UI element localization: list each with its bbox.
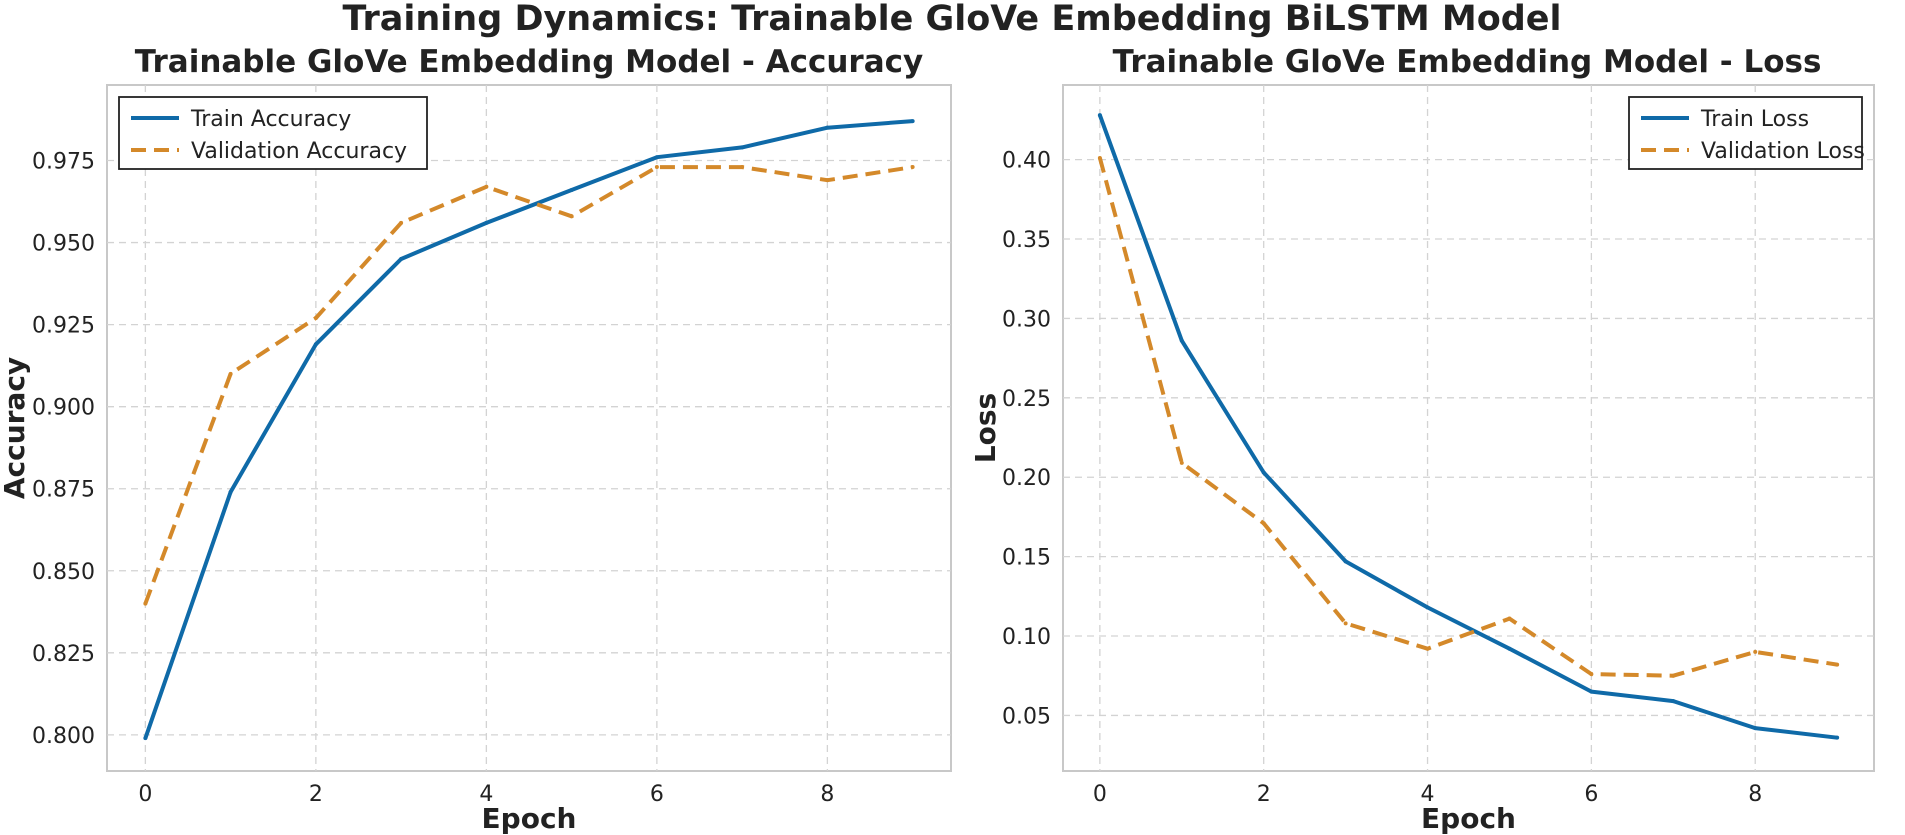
data-point xyxy=(825,178,830,183)
data-point xyxy=(1179,338,1184,343)
y-axis-label: Loss xyxy=(969,393,1002,463)
x-axis-label: Epoch xyxy=(1421,802,1516,835)
data-point xyxy=(1179,460,1184,465)
data-point xyxy=(569,188,574,193)
legend: Train Accuracy Validation Accuracy xyxy=(118,96,428,170)
y-tick-label: 0.20 xyxy=(1002,466,1051,491)
data-point xyxy=(569,214,574,219)
panel-title: Trainable GloVe Embedding Model - Loss xyxy=(1113,44,1822,80)
data-point xyxy=(143,601,148,606)
y-tick-label: 0.30 xyxy=(1002,307,1051,332)
data-point xyxy=(1343,621,1348,626)
x-tick-label: 6 xyxy=(1584,782,1598,807)
y-tick-label: 0.10 xyxy=(1002,625,1051,650)
y-tick-label: 0.25 xyxy=(1002,387,1051,412)
data-point xyxy=(1425,605,1430,610)
data-point xyxy=(654,165,659,170)
y-tick-label: 0.825 xyxy=(32,642,95,667)
data-point xyxy=(484,220,489,225)
data-point xyxy=(399,220,404,225)
x-tick-label: 0 xyxy=(1093,782,1107,807)
data-point xyxy=(1589,689,1594,694)
x-tick-label: 2 xyxy=(309,782,323,807)
legend-label: Train Accuracy xyxy=(190,107,351,132)
data-point xyxy=(825,125,830,130)
data-point xyxy=(1835,735,1840,740)
plot-area xyxy=(106,84,952,772)
data-point xyxy=(1097,113,1102,118)
data-point xyxy=(1343,559,1348,564)
x-tick-label: 6 xyxy=(650,782,664,807)
data-point xyxy=(1507,616,1512,621)
y-tick-label: 0.900 xyxy=(32,396,95,421)
x-tick-label: 0 xyxy=(138,782,152,807)
data-point xyxy=(143,736,148,741)
data-point xyxy=(1261,521,1266,526)
accuracy-panel: Trainable GloVe Embedding Model - Accura… xyxy=(0,44,952,835)
data-point xyxy=(654,155,659,160)
data-point xyxy=(1753,726,1758,731)
panel-title: Trainable GloVe Embedding Model - Accura… xyxy=(135,44,923,80)
y-tick-label: 0.05 xyxy=(1002,704,1051,729)
y-tick-label: 0.925 xyxy=(32,314,95,339)
legend: Train Loss Validation Loss xyxy=(1628,96,1865,170)
data-point xyxy=(1753,649,1758,654)
data-point xyxy=(1589,672,1594,677)
y-tick-label: 0.950 xyxy=(32,232,95,257)
series-line-train-accuracy xyxy=(143,119,913,739)
y-axis-label: Accuracy xyxy=(0,357,31,499)
data-point xyxy=(1261,470,1266,475)
legend-label: Validation Loss xyxy=(1701,139,1865,164)
x-tick-label: 8 xyxy=(1748,782,1762,807)
series-line-validation-accuracy xyxy=(143,165,913,605)
x-axis-label: Epoch xyxy=(482,802,577,835)
legend-box xyxy=(1628,96,1863,170)
x-tick-label: 2 xyxy=(1257,782,1271,807)
y-tick-label: 0.850 xyxy=(32,560,95,585)
data-point xyxy=(1097,156,1102,161)
y-tick-label: 0.35 xyxy=(1002,228,1051,253)
x-tick-label: 4 xyxy=(479,782,493,807)
y-tick-label: 0.40 xyxy=(1002,149,1051,174)
data-point xyxy=(1671,699,1676,704)
legend-label: Validation Accuracy xyxy=(191,139,407,164)
series-line-validation-loss xyxy=(1097,157,1838,678)
y-tick-label: 0.875 xyxy=(32,478,95,503)
data-point xyxy=(399,256,404,261)
y-tick-label: 0.800 xyxy=(32,724,95,749)
figure-suptitle: Training Dynamics: Trainable GloVe Embed… xyxy=(342,0,1561,39)
data-point xyxy=(228,371,233,376)
data-point xyxy=(1507,646,1512,651)
data-point xyxy=(484,184,489,189)
x-tick-label: 8 xyxy=(820,782,834,807)
data-point xyxy=(740,145,745,150)
y-tick-label: 0.975 xyxy=(32,149,95,174)
plot-area xyxy=(1062,84,1875,772)
data-point xyxy=(1425,646,1430,651)
data-point xyxy=(228,490,233,495)
data-point xyxy=(1835,662,1840,667)
data-point xyxy=(740,165,745,170)
data-point xyxy=(313,316,318,321)
data-point xyxy=(313,342,318,347)
data-point xyxy=(1671,673,1676,678)
series-line-train-loss xyxy=(1098,114,1838,740)
y-tick-label: 0.15 xyxy=(1002,546,1051,571)
legend-label: Train Loss xyxy=(1700,107,1809,132)
data-point xyxy=(910,165,915,170)
data-point xyxy=(910,119,915,124)
legend-box xyxy=(118,96,428,170)
loss-panel: Trainable GloVe Embedding Model - Loss 0.… xyxy=(969,44,1875,835)
x-tick-label: 4 xyxy=(1421,782,1435,807)
